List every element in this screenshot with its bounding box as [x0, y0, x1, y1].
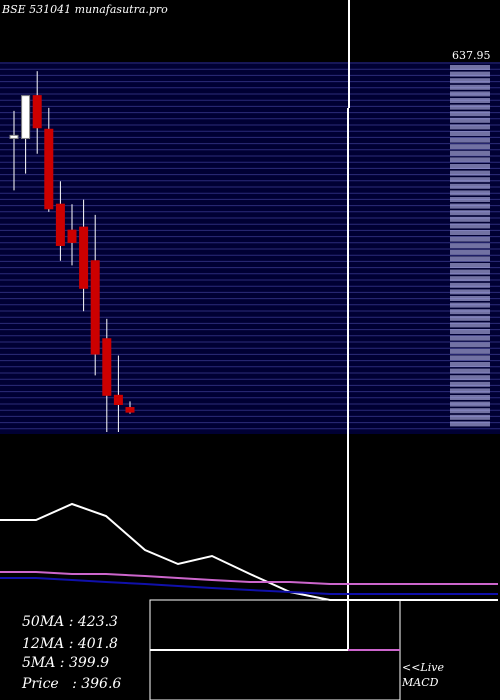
price-axis-tick-label [450, 223, 490, 229]
price-axis-tick-label [450, 170, 490, 176]
ma12-readout: 12MA : 401.8 [22, 636, 118, 652]
candle-body-down [44, 128, 54, 210]
candle [90, 214, 100, 376]
candle-body-down [102, 338, 112, 396]
price-axis-tick-label [450, 276, 490, 282]
candle-body-up [9, 134, 19, 139]
price-axis-labels [450, 65, 490, 427]
candle [44, 107, 54, 212]
live-link-line2[interactable]: MACD [402, 676, 439, 689]
price-axis-tick-label [450, 236, 490, 242]
candle [67, 204, 77, 266]
price-axis-tick-label [450, 348, 490, 354]
price-axis-top-label: 637.95 [452, 49, 491, 62]
ma-line-50ma [0, 577, 498, 595]
candle [32, 71, 42, 154]
candle-body-down [90, 260, 100, 355]
price-axis-tick-label [450, 243, 490, 249]
candle-body-down [113, 394, 123, 405]
candle-body-down [32, 95, 42, 129]
price-axis-tick-label [450, 104, 490, 110]
candle [102, 318, 112, 432]
price-axis-tick-label [450, 388, 490, 394]
price-axis-tick-label [450, 375, 490, 381]
price-axis-tick-label [450, 282, 490, 288]
live-macd-link[interactable]: <<Live MACD [402, 660, 444, 690]
price-axis-tick-label [450, 381, 490, 387]
price-axis-tick-label [450, 71, 490, 77]
price-axis-tick-label [450, 309, 490, 315]
price-axis-tick-label [450, 131, 490, 136]
candle-body-down [125, 407, 135, 413]
chart-title: BSE 531041 munafasutra.pro [2, 3, 168, 16]
price-axis-tick-label [450, 269, 490, 275]
moving-average-lines [0, 502, 498, 601]
price-axis-tick-label [450, 408, 490, 414]
price-axis-tick-label [450, 98, 490, 103]
price-axis-tick-label [450, 190, 490, 196]
live-link-line1[interactable]: <<Live [402, 661, 444, 674]
price-axis-tick-label [450, 137, 490, 143]
candle [113, 355, 123, 432]
candle [79, 199, 89, 312]
price-axis-tick-label [450, 117, 490, 123]
candle-body-down [55, 203, 65, 246]
price-axis-tick-label [450, 342, 490, 348]
price-axis-tick-label [450, 289, 490, 295]
price-axis-tick-label [450, 302, 490, 308]
price-axis-tick-label [450, 362, 490, 367]
price-axis-tick-label [450, 164, 490, 169]
price-axis-tick-label [450, 329, 490, 334]
candle [9, 110, 19, 191]
price-axis-tick-label [450, 296, 490, 301]
price-axis-tick-label [450, 263, 490, 268]
candlestick-series [9, 71, 135, 432]
price-axis-tick-label [450, 157, 490, 163]
price-axis-tick-label [450, 65, 490, 70]
price-axis-tick-label [450, 78, 490, 84]
candle-body-down [67, 229, 77, 243]
price-axis-tick-label [450, 216, 490, 222]
ma-line-12ma [0, 571, 498, 585]
price-axis-tick-label [450, 368, 490, 374]
price-readout: Price : 396.6 [22, 676, 122, 692]
price-axis-tick-label [450, 230, 490, 235]
ma50-readout: 50MA : 423.3 [22, 614, 118, 630]
price-axis-tick-label [450, 177, 490, 183]
price-axis-tick-label [450, 315, 490, 321]
price-axis-tick-label [450, 414, 490, 420]
price-axis-tick-label [450, 395, 490, 400]
candle [55, 181, 65, 261]
price-axis-tick-label [450, 203, 490, 209]
price-grid [0, 62, 500, 434]
price-axis-tick-label [450, 91, 490, 97]
price-axis-tick-label [450, 256, 490, 262]
price-axis-tick-label [450, 84, 490, 90]
ma5-readout: 5MA : 399.9 [22, 655, 110, 671]
price-axis-tick-label [450, 197, 490, 202]
price-axis-tick-label [450, 249, 490, 255]
price-axis-tick-label [450, 111, 490, 117]
ma-line-5ma [0, 502, 498, 601]
price-axis-tick-label [450, 144, 490, 150]
price-axis-tick-label [450, 401, 490, 407]
candle [21, 95, 31, 174]
price-axis-tick-label [450, 124, 490, 130]
price-axis-tick-label [450, 183, 490, 189]
price-axis-tick-label [450, 322, 490, 328]
price-axis-tick-label [450, 355, 490, 361]
candle [125, 401, 135, 414]
grid-band [0, 62, 500, 434]
candle-body-up [21, 95, 31, 139]
price-axis-tick-label [450, 150, 490, 156]
price-axis-tick-label [450, 210, 490, 216]
price-axis-tick-label [450, 421, 490, 427]
price-axis-tick-label [450, 335, 490, 341]
candle-body-down [79, 226, 89, 289]
